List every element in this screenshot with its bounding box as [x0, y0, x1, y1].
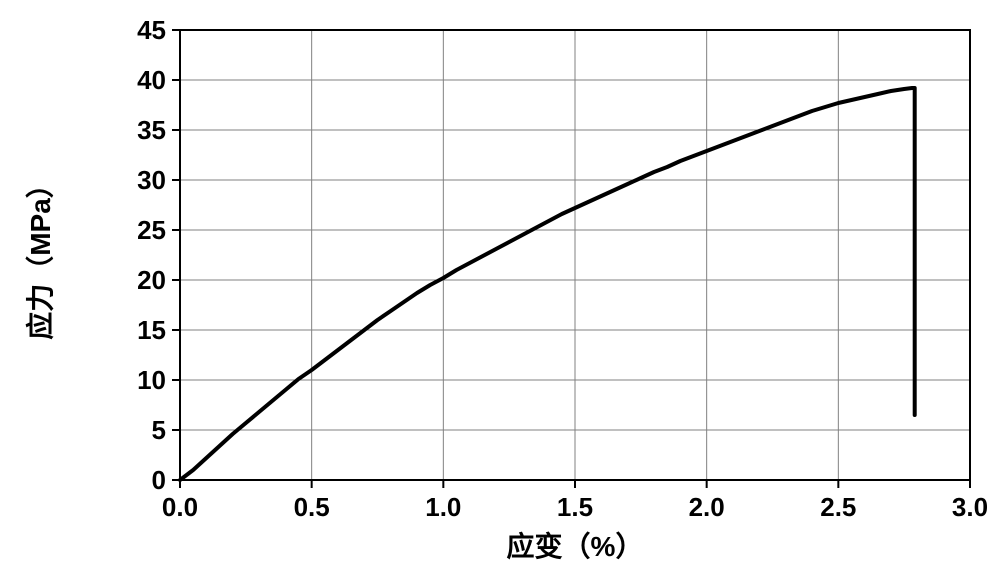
y-tick-label: 0: [152, 465, 166, 495]
y-tick-label: 15: [137, 315, 166, 345]
x-tick-label: 0.0: [162, 492, 198, 522]
y-axis-label: 应力（MPa）: [24, 170, 56, 340]
y-tick-label: 10: [137, 365, 166, 395]
x-tick-label: 1.0: [425, 492, 461, 522]
y-tick-label: 45: [137, 15, 166, 45]
y-tick-label: 40: [137, 65, 166, 95]
y-tick-label: 35: [137, 115, 166, 145]
x-tick-label: 1.5: [557, 492, 593, 522]
x-axis-label: 应变（%）: [507, 530, 644, 562]
y-tick-label: 5: [152, 415, 166, 445]
y-tick-label: 20: [137, 265, 166, 295]
x-tick-label: 0.5: [294, 492, 330, 522]
y-tick-label: 30: [137, 165, 166, 195]
stress-strain-chart: 0.0 0.5 1.0 1.5 2.0 2.5 3.0 0 5 10 15 20 25 30 35 40 45 应…: [0, 0, 1000, 568]
y-tick-label: 25: [137, 215, 166, 245]
x-tick-label: 2.0: [689, 492, 725, 522]
x-tick-label: 2.5: [820, 492, 856, 522]
x-tick-label: 3.0: [952, 492, 988, 522]
chart-container: 0.0 0.5 1.0 1.5 2.0 2.5 3.0 0 5 10 15 20 25 30 35 40 45 应…: [0, 0, 1000, 568]
